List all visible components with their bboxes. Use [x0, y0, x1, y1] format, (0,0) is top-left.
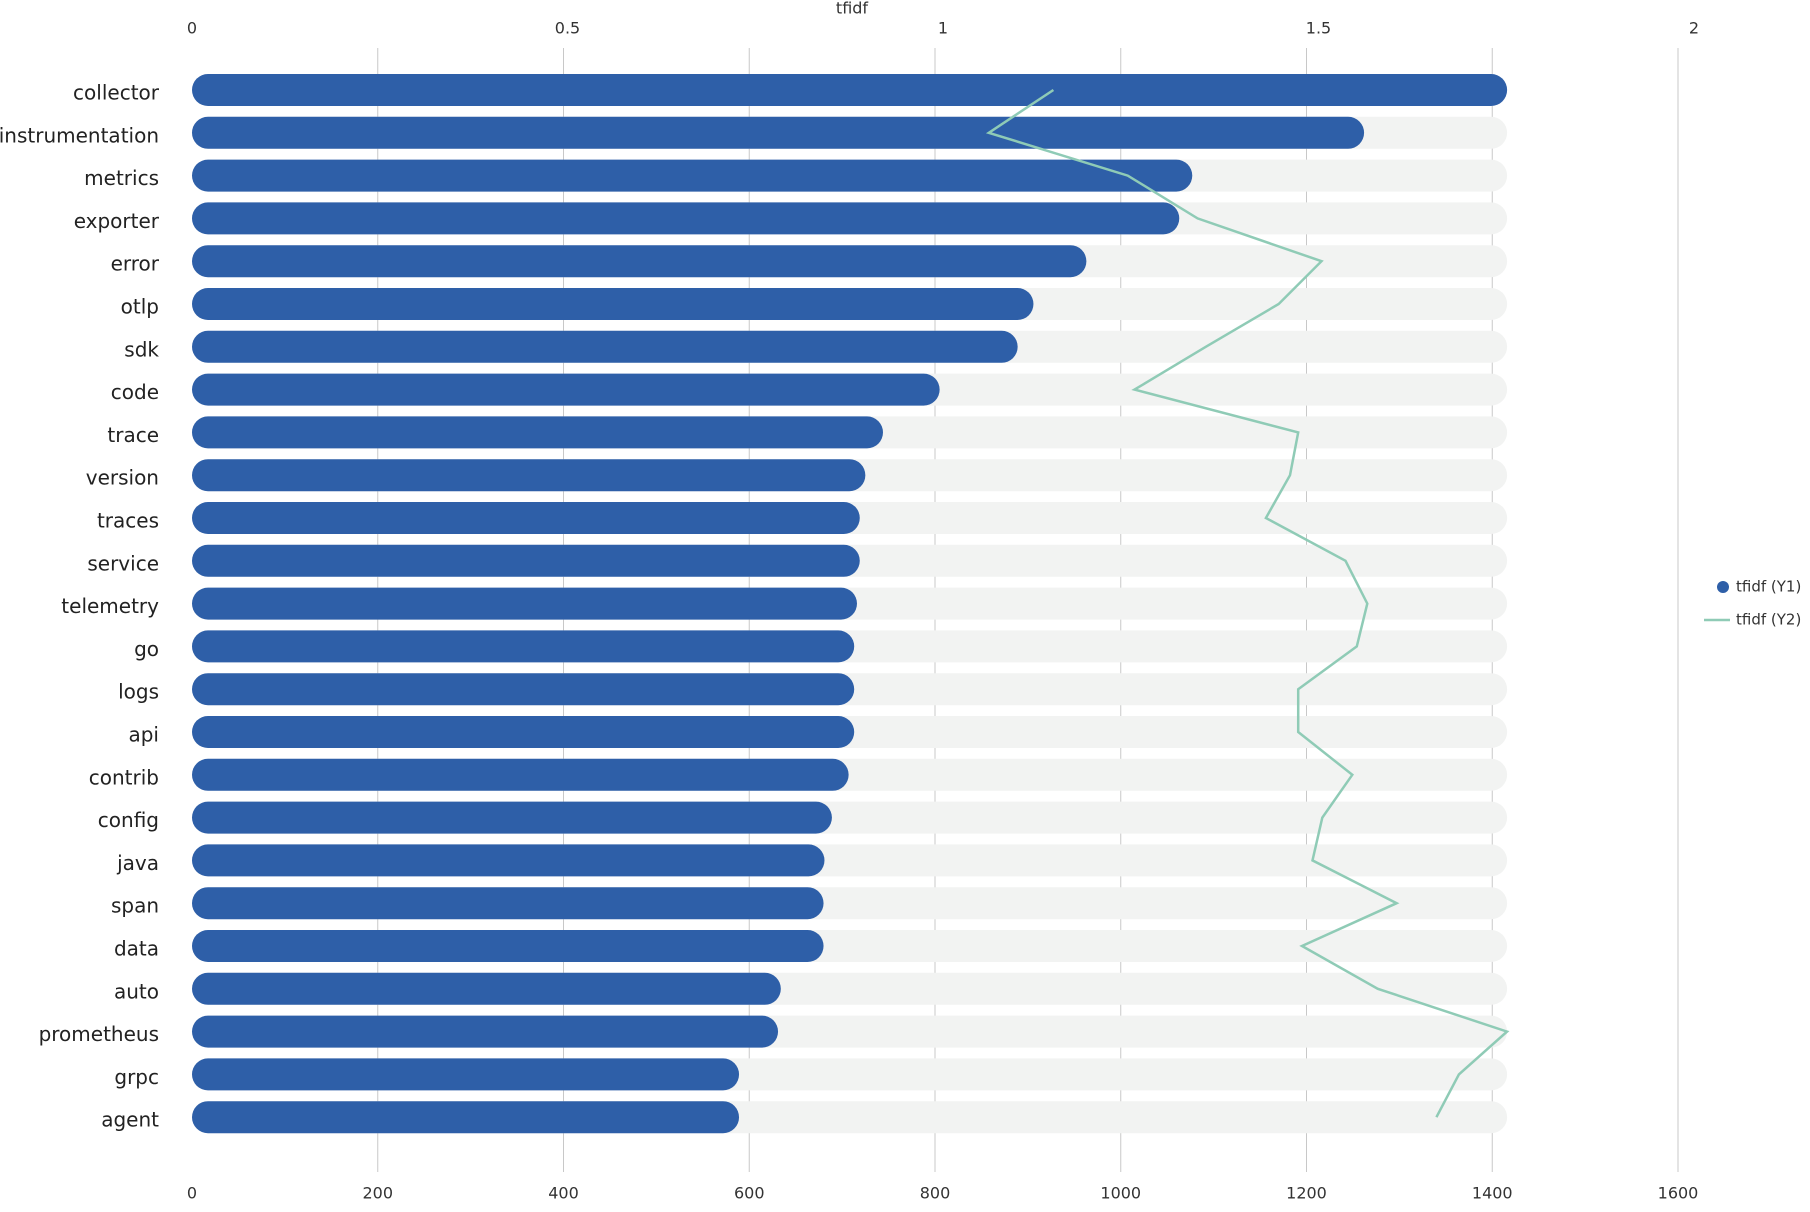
y-tick-label: go — [134, 637, 159, 661]
bar — [192, 373, 940, 406]
legend-label: tfidf (Y1) — [1736, 578, 1801, 596]
y-tick-label: java — [116, 851, 159, 875]
legend-swatch — [1717, 581, 1729, 593]
x-tick-label: 1200 — [1286, 1184, 1327, 1203]
bar — [192, 74, 1508, 106]
bar — [192, 245, 1087, 278]
x-tick-label: 400 — [548, 1184, 579, 1203]
bar — [192, 459, 866, 492]
y-tick-label: api — [128, 723, 159, 747]
bar — [192, 288, 1034, 320]
y-tick-label: logs — [118, 680, 159, 704]
legend-label: tfidf (Y2) — [1736, 611, 1801, 629]
bar — [192, 1015, 779, 1048]
x-tick-label: 800 — [920, 1184, 951, 1203]
bar — [192, 330, 1018, 363]
bar — [192, 758, 849, 791]
y-tick-label: contrib — [89, 765, 159, 789]
x2-tick-label: 0 — [187, 19, 197, 38]
bar — [192, 630, 855, 663]
y-tick-label: metrics — [84, 166, 159, 190]
y-tick-label: telemetry — [61, 594, 159, 618]
y-tick-label: trace — [107, 423, 159, 447]
y-tick-label: span — [111, 894, 159, 918]
y-tick-label: data — [114, 937, 159, 961]
bar — [192, 930, 824, 962]
x2-tick-label: 0.5 — [555, 19, 580, 38]
x2-tick-label: 1 — [938, 19, 948, 38]
bar — [192, 887, 824, 920]
y-tick-label: exporter — [74, 209, 160, 233]
x2-tick-label: 2 — [1689, 19, 1699, 38]
y-tick-label: version — [86, 466, 159, 490]
x-tick-label: 1000 — [1100, 1184, 1141, 1203]
bar — [192, 159, 1193, 192]
y-tick-label: grpc — [114, 1065, 159, 1089]
bar — [192, 716, 855, 748]
y-tick-label: sdk — [124, 337, 159, 361]
bar — [192, 1101, 740, 1134]
y-tick-label: auto — [114, 979, 159, 1003]
y-tick-label: collector — [73, 81, 160, 105]
y-tick-label: code — [111, 380, 159, 404]
y-tick-label: error — [111, 252, 160, 276]
bar — [192, 116, 1365, 149]
x-tick-label: 1400 — [1472, 1184, 1513, 1203]
y-tick-label: prometheus — [39, 1022, 159, 1046]
bar — [192, 502, 860, 534]
y-tick-label: otlp — [121, 295, 159, 319]
bar — [192, 587, 857, 620]
bar — [192, 801, 832, 834]
x2-axis-label: tfidf — [836, 0, 869, 18]
x-tick-label: 600 — [734, 1184, 765, 1203]
bar — [192, 1058, 740, 1091]
bar — [192, 844, 825, 877]
bar — [192, 972, 781, 1005]
x-tick-label: 1600 — [1658, 1184, 1699, 1203]
bar — [192, 673, 855, 706]
x-tick-label: 0 — [187, 1184, 197, 1203]
y-tick-label: agent — [101, 1108, 159, 1132]
line — [985, 88, 1510, 1118]
bar — [192, 416, 883, 449]
x2-tick-label: 1.5 — [1306, 19, 1331, 38]
bar — [192, 202, 1180, 235]
bar — [192, 544, 860, 577]
y-tick-label: traces — [97, 509, 159, 533]
x-tick-label: 200 — [362, 1184, 393, 1203]
y-tick-label: service — [87, 551, 159, 575]
y-tick-label: config — [98, 808, 159, 832]
y-tick-label: instrumentation — [0, 123, 159, 147]
